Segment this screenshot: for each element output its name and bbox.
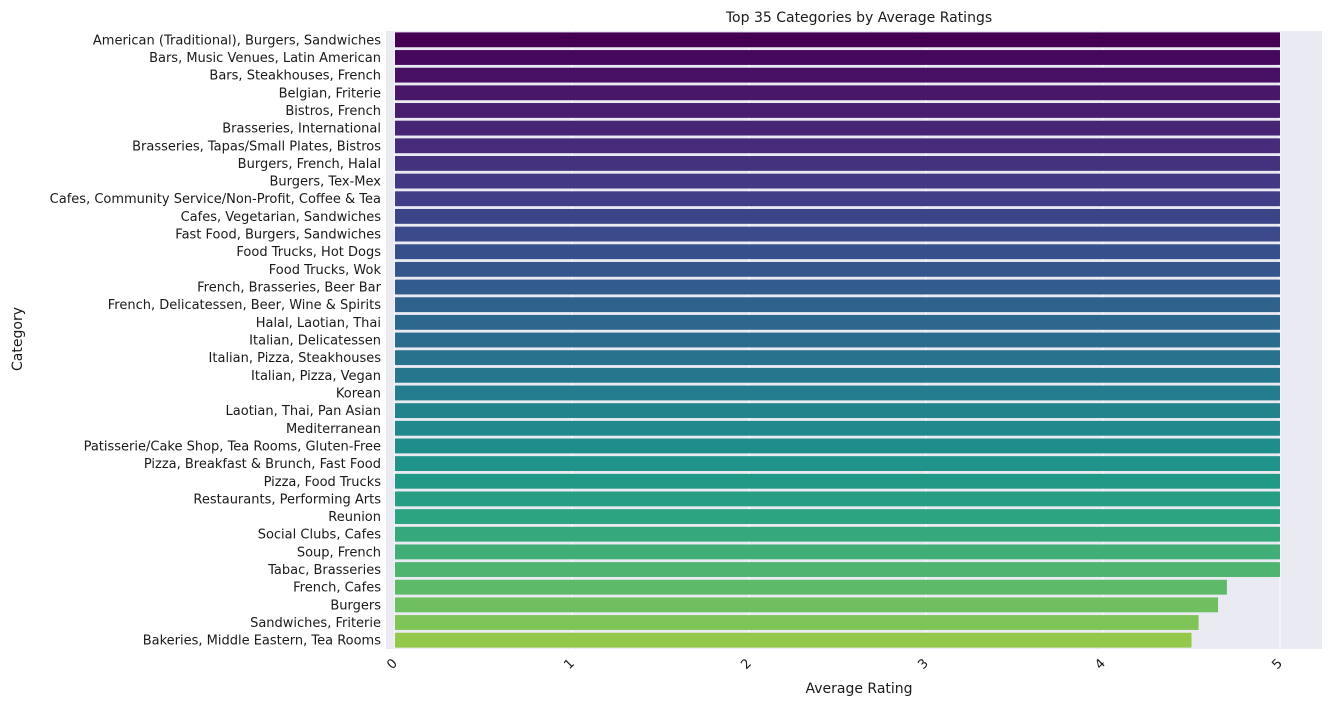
bar xyxy=(395,191,1280,207)
bar xyxy=(395,103,1280,118)
category-label: French, Brasseries, Beer Bar xyxy=(197,281,382,296)
bar xyxy=(395,279,1280,295)
bar xyxy=(395,385,1280,401)
category-label: Italian, Pizza, Vegan xyxy=(251,369,381,384)
bar xyxy=(395,244,1280,260)
bar xyxy=(395,597,1219,613)
x-tick-label: 5 xyxy=(1269,656,1285,672)
category-label: Italian, Pizza, Steakhouses xyxy=(209,351,382,366)
category-label: Reunion xyxy=(328,510,381,525)
bar xyxy=(395,420,1280,436)
bar xyxy=(395,173,1280,189)
x-axis-label: Average Rating xyxy=(805,681,912,697)
category-label: Pizza, Breakfast & Brunch, Fast Food xyxy=(144,457,381,472)
category-label: Mediterranean xyxy=(286,422,381,437)
bar xyxy=(395,367,1280,383)
category-label: Fast Food, Burgers, Sandwiches xyxy=(175,228,381,243)
category-label: Sandwiches, Friterie xyxy=(250,616,381,631)
category-label: French, Cafes xyxy=(293,581,381,596)
x-tick-label: 3 xyxy=(915,656,931,672)
bars xyxy=(395,32,1280,648)
category-label: Soup, French xyxy=(297,545,381,560)
chart-title: Top 35 Categories by Average Ratings xyxy=(725,10,992,26)
bar xyxy=(395,120,1280,136)
bar xyxy=(395,526,1280,542)
category-label: French, Delicatessen, Beer, Wine & Spiri… xyxy=(108,298,381,313)
bar xyxy=(395,579,1227,595)
category-label: Burgers, Tex-Mex xyxy=(270,175,382,190)
bar xyxy=(395,509,1280,524)
category-label: Bars, Music Venues, Latin American xyxy=(149,51,381,66)
bar xyxy=(395,297,1280,313)
category-label: Bars, Steakhouses, French xyxy=(209,69,381,84)
category-label: American (Traditional), Burgers, Sandwic… xyxy=(93,33,381,48)
bar xyxy=(395,314,1280,330)
bar xyxy=(395,491,1280,507)
category-label: Laotian, Thai, Pan Asian xyxy=(226,404,381,419)
bar xyxy=(395,156,1280,171)
x-tick-label: 1 xyxy=(561,656,577,672)
bar xyxy=(395,544,1280,560)
bar xyxy=(395,85,1280,101)
category-label: Cafes, Vegetarian, Sandwiches xyxy=(181,210,382,225)
category-label: Italian, Delicatessen xyxy=(249,334,381,349)
bar xyxy=(395,208,1280,224)
category-label: Social Clubs, Cafes xyxy=(258,528,382,543)
x-tick-labels: 0 1 2 3 4 5 xyxy=(384,656,1285,672)
category-label: Cafes, Community Service/Non-Profit, Cof… xyxy=(50,192,381,207)
bar xyxy=(395,350,1280,366)
category-label: Tabac, Brasseries xyxy=(267,563,381,578)
bar xyxy=(395,562,1280,577)
bar xyxy=(395,473,1280,489)
bar xyxy=(395,67,1280,83)
category-label: Restaurants, Performing Arts xyxy=(193,492,381,507)
category-label: Food Trucks, Wok xyxy=(269,263,382,278)
category-label: Bistros, French xyxy=(285,104,381,119)
category-label: Burgers, French, Halal xyxy=(238,157,381,172)
y-axis-label: Category xyxy=(10,307,26,371)
category-label: Burgers xyxy=(330,598,381,613)
category-label: Belgian, Friterie xyxy=(279,86,381,101)
bar xyxy=(395,50,1280,65)
category-label: Patisserie/Cake Shop, Tea Rooms, Gluten-… xyxy=(84,439,381,454)
category-label: Brasseries, Tapas/Small Plates, Bistros xyxy=(132,139,381,154)
x-tick-label: 4 xyxy=(1092,656,1108,672)
bar xyxy=(395,632,1192,648)
category-label: Pizza, Food Trucks xyxy=(264,475,382,490)
bar xyxy=(395,615,1199,630)
category-label: Brasseries, International xyxy=(222,122,381,137)
category-labels: American (Traditional), Burgers, Sandwic… xyxy=(50,33,382,648)
x-tick-label: 0 xyxy=(384,656,400,672)
bar xyxy=(395,403,1280,419)
category-label: Korean xyxy=(336,386,381,401)
bar xyxy=(395,226,1280,242)
bar xyxy=(395,138,1280,154)
bar xyxy=(395,332,1280,348)
bar xyxy=(395,456,1280,472)
bar xyxy=(395,438,1280,454)
bar xyxy=(395,261,1280,277)
category-label: Halal, Laotian, Thai xyxy=(256,316,381,331)
bar xyxy=(395,32,1280,48)
category-label: Bakeries, Middle Eastern, Tea Rooms xyxy=(143,634,382,649)
x-tick-label: 2 xyxy=(738,656,754,672)
category-label: Food Trucks, Hot Dogs xyxy=(236,245,381,260)
